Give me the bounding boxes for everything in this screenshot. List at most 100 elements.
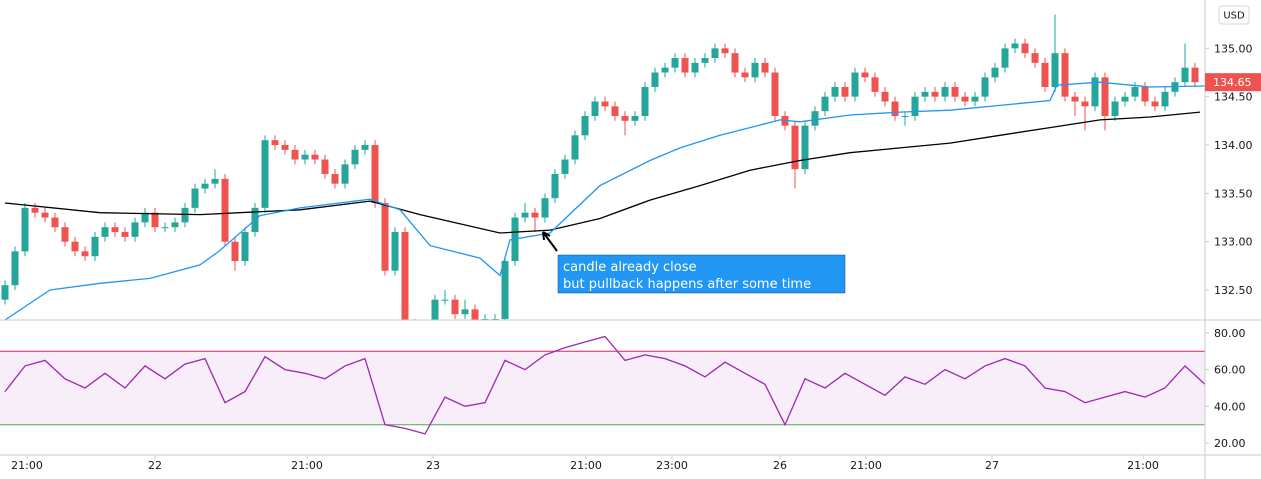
candle-body [281,145,289,150]
y-tick-label: 132.50 [1214,284,1253,297]
rsi-band-fill [0,351,1205,425]
annotation-arrow [542,231,558,252]
candle-body [961,96,969,102]
price-pane [1,14,1205,320]
candle-body [271,140,279,146]
candle-body [891,101,899,117]
candle-body [1081,101,1089,107]
candle-body [771,72,779,117]
candle-body [691,62,699,73]
candle-body [1021,43,1029,54]
candle-body [1061,53,1069,97]
candle-body [1131,87,1139,97]
candle-body [291,149,299,160]
line-series [4,111,1201,234]
candle-body [151,212,159,228]
candle-body [991,67,999,78]
candle-body [921,91,929,97]
candle-body [761,62,769,73]
candle-body [681,58,689,73]
candle-body [821,96,829,112]
candle-body [121,232,129,237]
candle-body [391,232,399,271]
candle-body [621,116,629,121]
candle-body [381,203,389,271]
candle-body [1011,43,1019,49]
candle-body [1161,91,1169,107]
candle-body [811,111,819,126]
y-tick-label: 135.00 [1214,42,1253,55]
last-price-box [1205,73,1261,92]
candle-body [311,154,319,160]
candle-body [851,72,859,97]
candle-body [581,116,589,136]
candle-body [551,174,559,199]
candle-body [1121,96,1129,102]
candle-body [1111,101,1119,117]
candle-body [31,207,39,213]
line-series [4,335,1205,435]
candle-body [881,91,889,102]
candle-body [1091,77,1099,107]
annotation-line: but pullback happens after some time [563,277,811,292]
candle-body [1041,62,1049,88]
rsi-pane [0,335,1205,435]
candle-body [1,285,9,300]
annotation: candle already close but pullback happen… [542,231,846,294]
x-tick-label: 21:00 [850,459,882,472]
candle-body [911,96,919,117]
y-tick-label: 20.00 [1214,437,1246,450]
y-tick-label: 133.50 [1214,187,1253,200]
candle-body [11,251,19,286]
y-tick-label: 134.50 [1214,91,1253,104]
x-tick-label: 21:00 [291,459,323,472]
candle-body [641,87,649,117]
candle-body [161,227,169,229]
candle-body [801,125,809,170]
candle-body [101,227,109,237]
line-series [4,81,1205,320]
candle-body [831,87,839,97]
candle-body [631,116,639,121]
candle-body [221,178,229,242]
candle-body [751,62,759,78]
candle-body [1001,48,1009,68]
candle-body [931,91,939,97]
candle-body [541,198,549,218]
candle-body [471,309,479,320]
x-tick-label: 26 [773,459,787,472]
candle-body [841,87,849,97]
candle-body [861,72,869,78]
candle-body [1181,67,1189,83]
candle-body [721,48,729,54]
candle-body [741,72,749,78]
candle-body [71,241,79,252]
candle-body [431,299,439,320]
candle-body [561,159,569,175]
candle-body [1101,77,1109,117]
currency-box[interactable] [1218,5,1250,25]
candle-body [601,101,609,107]
candle-body [981,77,989,97]
candle-body [521,212,529,218]
y-tick-label: 40.00 [1214,400,1246,413]
candle-body [341,164,349,184]
candle-body [141,212,149,223]
candle-body [231,241,239,262]
candle-body [21,207,29,252]
y-tick-label: 60.00 [1214,364,1246,377]
candle-body [81,251,89,257]
candle-body [1151,101,1159,107]
candle-body [61,227,69,242]
candle-body [261,140,269,208]
x-tick-label: 21:00 [11,459,43,472]
candle-body [651,72,659,88]
candle-body [191,188,199,208]
candle-body [331,174,339,184]
candle-body [951,87,959,97]
candle-body [41,212,49,218]
candle-body [571,135,579,160]
candle-body [51,217,59,228]
candle-body [241,232,249,262]
